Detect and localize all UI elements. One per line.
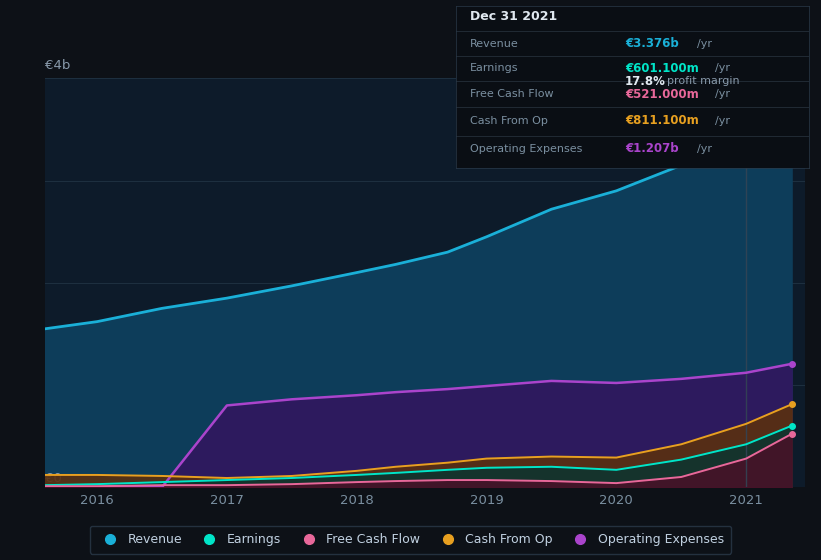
Text: €1.207b: €1.207b bbox=[625, 142, 679, 155]
Text: €521.000m: €521.000m bbox=[625, 87, 699, 101]
Text: Cash From Op: Cash From Op bbox=[470, 116, 548, 126]
Text: €811.100m: €811.100m bbox=[625, 114, 699, 128]
Text: Revenue: Revenue bbox=[470, 39, 519, 49]
Text: €4b: €4b bbox=[45, 59, 71, 72]
Text: Dec 31 2021: Dec 31 2021 bbox=[470, 11, 557, 24]
Text: €3.376b: €3.376b bbox=[625, 38, 679, 50]
Text: Free Cash Flow: Free Cash Flow bbox=[470, 89, 553, 99]
Text: 17.8%: 17.8% bbox=[625, 74, 666, 87]
Text: /yr: /yr bbox=[715, 116, 730, 126]
Legend: Revenue, Earnings, Free Cash Flow, Cash From Op, Operating Expenses: Revenue, Earnings, Free Cash Flow, Cash … bbox=[89, 526, 732, 554]
Text: Earnings: Earnings bbox=[470, 63, 518, 73]
Text: /yr: /yr bbox=[715, 89, 730, 99]
Text: €601.100m: €601.100m bbox=[625, 62, 699, 74]
Text: €0: €0 bbox=[45, 472, 62, 485]
Text: /yr: /yr bbox=[698, 39, 713, 49]
Text: /yr: /yr bbox=[698, 143, 713, 153]
Text: profit margin: profit margin bbox=[667, 76, 740, 86]
Text: Operating Expenses: Operating Expenses bbox=[470, 143, 582, 153]
Text: /yr: /yr bbox=[715, 63, 730, 73]
